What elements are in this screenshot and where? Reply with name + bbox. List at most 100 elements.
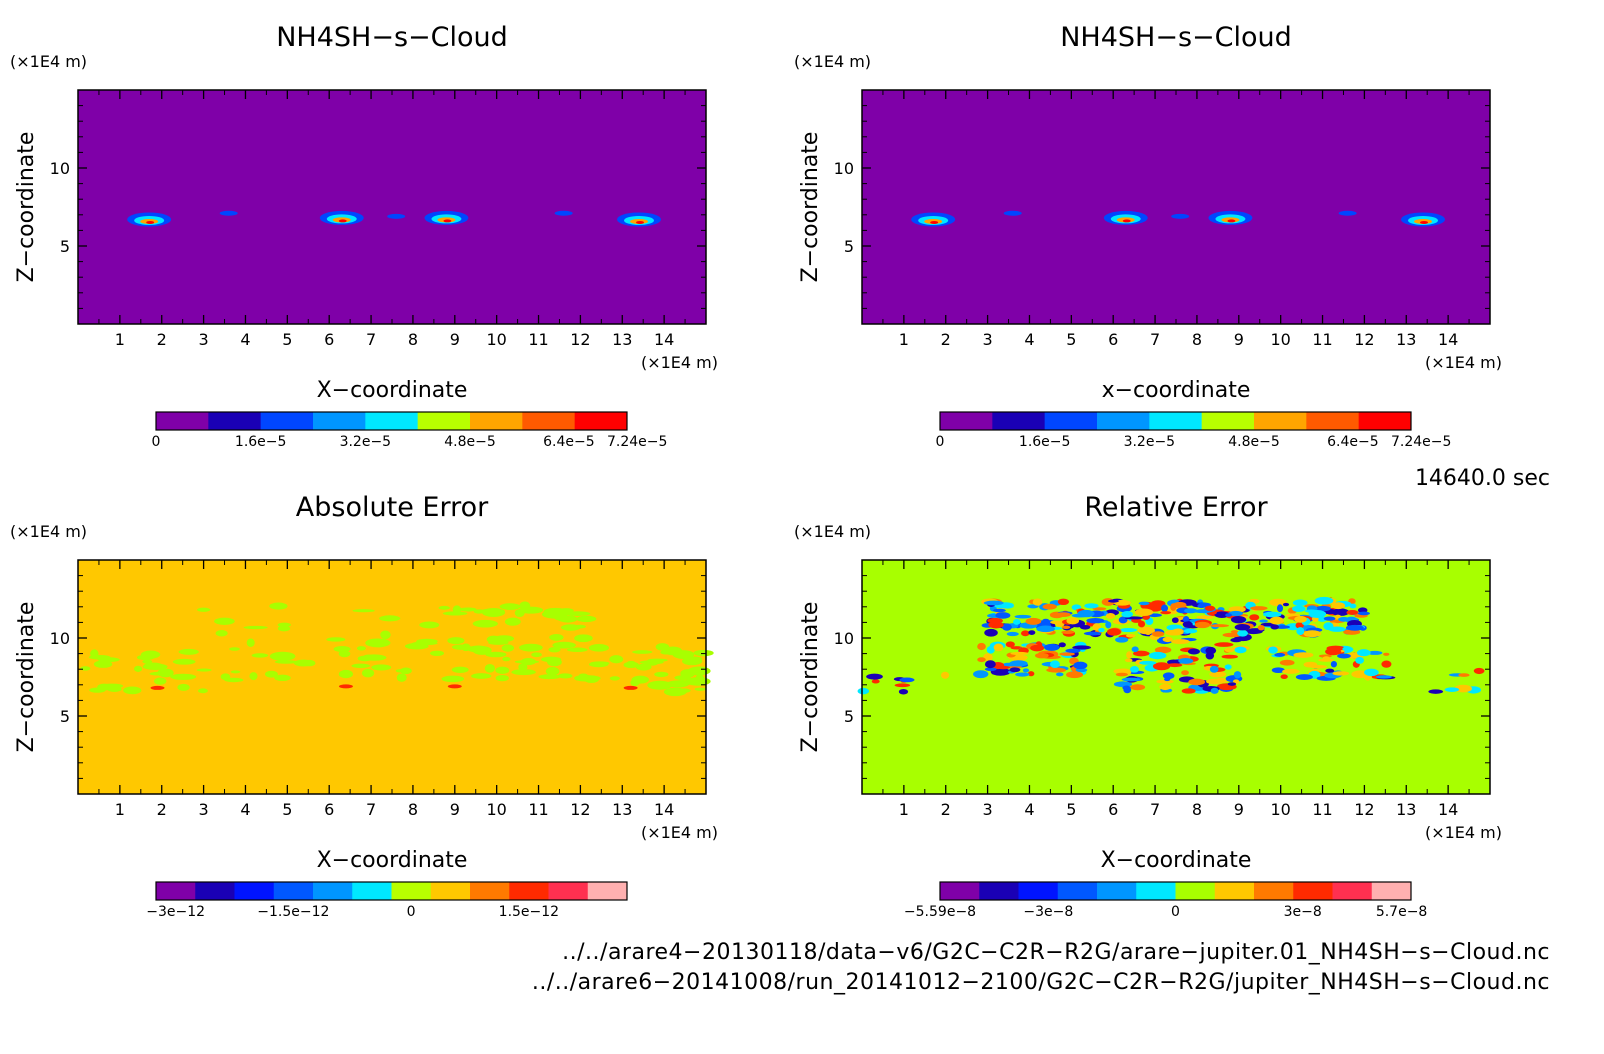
x-unit-label: (×1E4 m) (641, 823, 718, 842)
error-patch (1131, 646, 1139, 653)
error-patch (251, 653, 269, 658)
x-tick-label: 5 (282, 330, 292, 349)
colorbar-swatch (509, 882, 549, 900)
x-tick-label: 1 (899, 800, 909, 819)
colorbar-label: −3e−8 (1023, 904, 1073, 920)
error-patch (1196, 615, 1214, 620)
error-patch (609, 676, 620, 681)
x-tick-label: 12 (570, 800, 590, 819)
error-patch (531, 652, 542, 658)
error-patch (1234, 646, 1247, 654)
x-tick-label: 7 (1150, 800, 1160, 819)
panel-bottom-left: Absolute Error(×1E4 m)1 2 3 4 5 6 7 8 9 10 11 12 13 1… (10, 492, 718, 920)
error-patch (1058, 642, 1066, 648)
error-patch (1057, 598, 1070, 606)
error-patch (485, 651, 507, 658)
error-patch (1294, 615, 1307, 623)
error-patch (1042, 618, 1050, 624)
error-patch (495, 666, 510, 674)
plot-area (862, 90, 1490, 324)
error-patch (983, 600, 1004, 606)
x-tick-label: 13 (612, 330, 632, 349)
error-patch (1263, 611, 1282, 618)
colorbar-swatch (365, 412, 419, 430)
error-patch (501, 644, 515, 652)
error-patch (899, 677, 915, 683)
error-patch (1194, 621, 1210, 629)
x-tick-label: 8 (408, 800, 418, 819)
error-patch (1214, 642, 1234, 647)
colorbar-swatch (470, 882, 510, 900)
colorbar-swatch (940, 412, 993, 430)
error-patch (518, 663, 528, 671)
error-patch (1170, 603, 1177, 611)
error-patch (1006, 631, 1019, 637)
x-tick-label: 8 (1192, 330, 1202, 349)
error-patch (1171, 617, 1179, 624)
x-tick-label: 12 (570, 330, 590, 349)
error-patch (264, 670, 278, 678)
error-patch (1083, 631, 1102, 636)
x-tick-label: 4 (1024, 330, 1034, 349)
error-patch (1206, 678, 1225, 685)
error-patch (1032, 598, 1043, 606)
x-tick-label: 6 (324, 330, 334, 349)
error-patch (1222, 632, 1242, 638)
error-patch (1330, 660, 1337, 668)
colorbar-label: 6.4e−5 (1327, 434, 1379, 450)
x-tick-label: 8 (1192, 800, 1202, 819)
colorbar-label: 0 (407, 904, 416, 920)
cloud-blob (1420, 220, 1429, 224)
error-patch (1105, 612, 1116, 619)
error-patch (574, 634, 593, 643)
error-patch (1318, 658, 1334, 662)
error-patch (333, 646, 351, 652)
error-patch (1009, 660, 1028, 667)
colorbar-label: 3.2e−5 (1124, 434, 1176, 450)
error-patch (1159, 683, 1172, 691)
error-patch (1224, 647, 1235, 653)
error-patch (1107, 599, 1119, 603)
colorbar-label: 7.24e−5 (1391, 434, 1451, 450)
error-patch (170, 673, 197, 680)
error-patch (685, 677, 711, 686)
y-tick-label: 10 (50, 629, 70, 648)
y-axis-label: Z−coordinate (798, 132, 823, 283)
colorbar-label: 6.4e−5 (543, 434, 595, 450)
error-patch (1046, 667, 1066, 673)
error-patch (993, 643, 1004, 652)
cloud-blob (443, 219, 452, 223)
error-patch (1125, 634, 1136, 638)
error-patch (123, 686, 142, 695)
error-patch (419, 621, 440, 629)
colorbar-swatch (1306, 412, 1360, 430)
chart-title: NH4SH−s−Cloud (276, 22, 508, 53)
y-unit-label: (×1E4 m) (10, 522, 87, 541)
colorbar-label: 7.24e−5 (607, 434, 667, 450)
error-patch (1268, 646, 1278, 654)
x-axis-label: x−coordinate (1102, 378, 1251, 403)
error-patch (1162, 672, 1175, 680)
error-patch (623, 661, 639, 669)
colorbar-label: 1.6e−5 (235, 434, 287, 450)
source-file-1: ../../arare4−20130118/data−v6/G2C−C2R−R2… (562, 940, 1550, 965)
cloud-blob (387, 213, 406, 219)
error-patch (984, 628, 998, 637)
colorbar-swatch (548, 882, 589, 900)
error-patch (361, 668, 375, 678)
error-patch (1148, 651, 1167, 660)
error-patch (215, 629, 228, 637)
error-patch (1160, 611, 1172, 615)
timestamp: 14640.0 sec (1414, 466, 1550, 491)
x-tick-label: 6 (324, 800, 334, 819)
error-patch (632, 650, 653, 654)
error-patch (871, 679, 880, 684)
error-patch (519, 643, 543, 652)
error-patch (1182, 621, 1193, 628)
error-patch (338, 669, 353, 679)
error-patch (441, 675, 465, 683)
error-patch (249, 672, 258, 681)
error-patch (1249, 614, 1260, 621)
error-patch (1121, 611, 1133, 618)
error-patch (1314, 605, 1331, 612)
